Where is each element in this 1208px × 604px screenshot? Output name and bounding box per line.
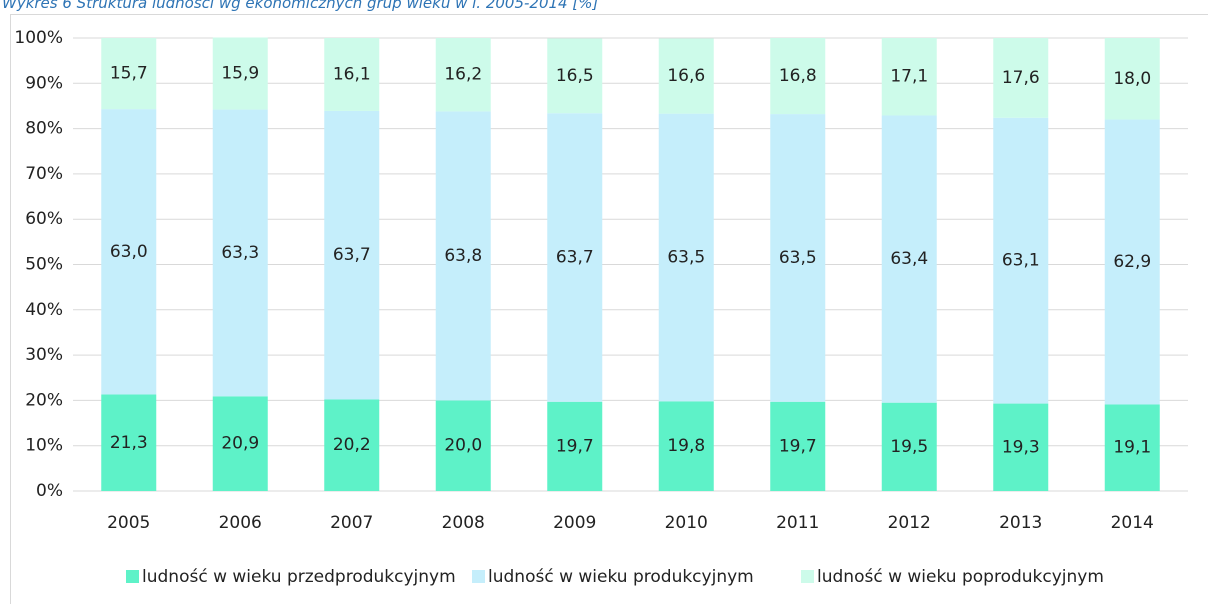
data-label: 63,8: [444, 246, 482, 266]
data-label: 16,1: [333, 64, 371, 84]
data-label: 20,9: [221, 434, 259, 454]
data-label: 18,0: [1113, 69, 1151, 89]
bar-segment: [881, 38, 937, 116]
data-label: 19,7: [556, 436, 594, 456]
data-label: 16,2: [444, 65, 482, 85]
data-label: 19,5: [890, 437, 928, 457]
data-label: 20,2: [333, 435, 371, 455]
bar-segment: [881, 402, 937, 491]
y-tick-label: 10%: [25, 436, 63, 456]
data-label: 19,1: [1113, 438, 1151, 458]
bar-segment: [770, 114, 826, 402]
y-tick-label: 20%: [25, 390, 63, 410]
legend-swatch: [126, 570, 139, 583]
bar-segment: [1104, 404, 1160, 491]
bar-segment: [324, 38, 380, 111]
y-tick-label: 0%: [36, 481, 63, 501]
bar-segment: [212, 109, 268, 397]
y-tick-label: 60%: [25, 209, 63, 229]
data-label: 63,0: [110, 242, 148, 262]
data-label: 63,3: [221, 243, 259, 263]
bar-segment: [324, 399, 380, 491]
data-label: 63,1: [1002, 251, 1040, 271]
bar-segment: [993, 403, 1049, 491]
data-label: 20,0: [444, 436, 482, 456]
bar-segment: [658, 113, 714, 402]
data-label: 63,7: [333, 245, 371, 265]
x-tick-label: 2011: [776, 513, 819, 533]
legend-swatch: [472, 570, 485, 583]
bar-segment: [881, 115, 937, 403]
data-label: 19,7: [779, 436, 817, 456]
bar-segment: [770, 401, 826, 491]
bar-segment: [547, 113, 603, 402]
y-tick-label: 40%: [25, 300, 63, 320]
bar-segment: [770, 38, 826, 115]
legend-label: ludność w wieku poprodukcyjnym: [817, 567, 1104, 587]
bar-segment: [435, 111, 491, 401]
x-tick-label: 2014: [1111, 513, 1154, 533]
x-tick-label: 2007: [330, 513, 373, 533]
data-label: 63,7: [556, 247, 594, 267]
data-label: 63,4: [890, 249, 928, 269]
y-tick-label: 100%: [14, 28, 63, 48]
bar-segment: [547, 38, 603, 114]
y-tick-label: 70%: [25, 164, 63, 184]
x-tick-label: 2005: [107, 513, 150, 533]
bar-segment: [435, 38, 491, 112]
data-label: 16,6: [667, 66, 705, 86]
bar-segment: [101, 38, 157, 110]
y-tick-label: 50%: [25, 255, 63, 275]
data-label: 16,5: [556, 66, 594, 86]
bar-segment: [547, 401, 603, 491]
bar-segment: [212, 396, 268, 491]
x-tick-label: 2012: [888, 513, 931, 533]
data-label: 15,9: [221, 64, 259, 84]
x-tick-label: 2006: [219, 513, 262, 533]
y-tick-label: 30%: [25, 345, 63, 365]
bar-segment: [1104, 119, 1160, 405]
bar-segment: [993, 117, 1049, 404]
bar-segment: [658, 38, 714, 114]
legend-label: ludność w wieku przedprodukcyjnym: [142, 567, 456, 587]
x-tick-label: 2008: [442, 513, 485, 533]
data-label: 63,5: [779, 248, 817, 268]
data-label: 15,7: [110, 64, 148, 84]
x-tick-label: 2013: [999, 513, 1042, 533]
data-label: 16,8: [779, 66, 817, 86]
data-label: 17,1: [890, 67, 928, 87]
data-label: 17,6: [1002, 68, 1040, 88]
data-label: 19,8: [667, 436, 705, 456]
chart-title: Wykres 6 Struktura ludności wg ekonomicz…: [2, 0, 598, 12]
bar-segment: [101, 109, 157, 395]
data-label: 21,3: [110, 433, 148, 453]
x-tick-label: 2009: [553, 513, 596, 533]
legend-label: ludność w wieku produkcyjnym: [488, 567, 754, 587]
data-label: 19,3: [1002, 437, 1040, 457]
bar-segment: [993, 38, 1049, 118]
legend-swatch: [801, 570, 814, 583]
bar-segment: [101, 394, 157, 491]
bar-segment: [435, 400, 491, 491]
bar-segment: [324, 110, 380, 400]
data-label: 63,5: [667, 247, 705, 267]
bar-segment: [212, 37, 268, 110]
bar-segment: [1104, 38, 1160, 120]
y-tick-label: 90%: [25, 73, 63, 93]
bar-segment: [658, 401, 714, 491]
data-label: 62,9: [1113, 252, 1151, 272]
y-tick-label: 80%: [25, 119, 63, 139]
x-tick-label: 2010: [665, 513, 708, 533]
